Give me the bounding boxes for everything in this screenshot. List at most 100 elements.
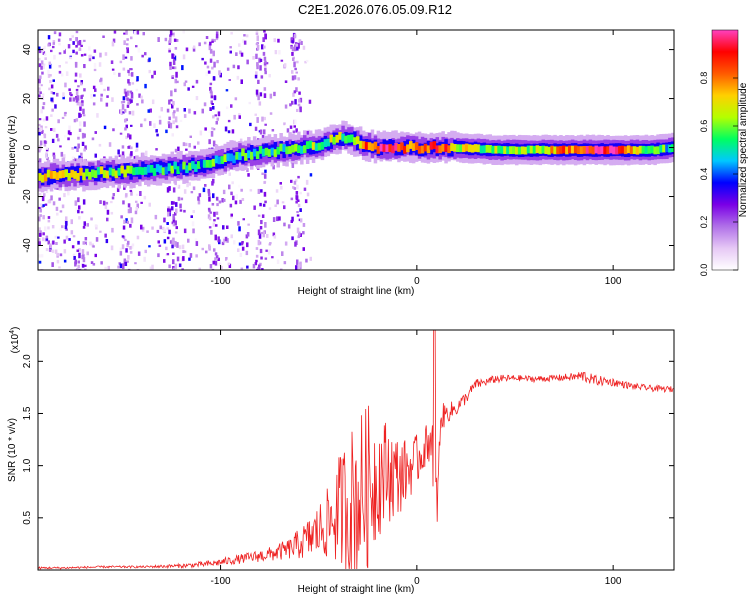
spectrogram-cell: [665, 144, 669, 152]
spectrogram-cell: [201, 57, 204, 61]
spectrogram-cell: [615, 146, 619, 155]
spectrogram-cell: [58, 170, 63, 179]
spectrogram-cell: [212, 260, 215, 265]
spectrogram-cell: [367, 142, 372, 150]
spectrogram-cell: [305, 141, 310, 149]
spectrogram-cell: [259, 65, 262, 71]
spectrogram-cell: [126, 220, 129, 224]
spectrogram-cell: [192, 186, 196, 191]
spectrogram-cell: [51, 249, 55, 253]
spectrogram-cell: [84, 237, 88, 241]
spectrogram-cell: [230, 213, 233, 217]
spectrogram-cell: [154, 214, 158, 220]
spectrogram-cell: [53, 31, 57, 35]
spectrogram-cell: [182, 142, 186, 147]
colorbar-label: Normalized spectral amplitude: [738, 82, 749, 217]
spectrogram-cell: [296, 184, 299, 190]
spectrogram-cell: [211, 40, 214, 43]
spectrogram-cell: [116, 187, 120, 192]
spectrogram-cell: [168, 116, 171, 121]
spectrogram-cell: [299, 218, 303, 223]
spectrogram-cell: [130, 72, 134, 77]
spectrogram-cell: [155, 129, 158, 133]
spectrogram-cell: [535, 145, 540, 154]
spectrogram-cell: [38, 206, 41, 209]
spectrogram-cell: [335, 134, 339, 143]
spectrogram-ticks: -100 0 100 -40 -20 0 20 40: [22, 30, 674, 287]
spectrogram-cell: [90, 217, 93, 221]
spectrogram-cell: [626, 145, 631, 154]
spectrogram-cell: [296, 227, 300, 234]
spectrogram-cell: [172, 187, 176, 193]
spectrogram-cell: [119, 263, 123, 269]
spectrogram-cell: [289, 125, 293, 129]
spectrogram-cell: [79, 73, 82, 78]
spectrogram-cell: [80, 54, 84, 57]
spectrogram-cell: [218, 262, 222, 267]
spectrogram-cell: [297, 235, 300, 239]
spectrogram-cell: [209, 264, 213, 269]
spectrogram-ytick-label: -40: [22, 238, 33, 253]
spectrogram-cell: [172, 214, 175, 220]
spectrogram-cell: [212, 50, 215, 57]
spectrogram-cell: [126, 97, 129, 101]
spectrogram-cell: [76, 102, 80, 106]
spectrogram-cell: [95, 237, 99, 242]
spectrogram-cell: [594, 145, 598, 154]
spectrogram-cell: [65, 228, 68, 231]
spectrogram-cell: [43, 45, 46, 50]
spectrogram-cell: [169, 61, 172, 67]
spectrogram-cell: [106, 209, 110, 215]
spectrogram-cell: [174, 78, 177, 84]
spectrogram-cell: [46, 172, 51, 186]
spectrogram-cell: [295, 179, 298, 182]
spectrogram-cell: [276, 146, 280, 155]
spectrogram-cell: [238, 226, 241, 232]
spectrogram-cell: [137, 48, 141, 53]
spectrogram-cell: [80, 82, 83, 86]
spectrogram-cell: [647, 145, 651, 154]
spectrogram-cell: [134, 210, 138, 215]
spectrogram-cell: [126, 243, 129, 248]
spectrogram-cell: [170, 90, 173, 97]
colorbar-tick-label: 0.4: [699, 168, 709, 181]
spectrogram-cell: [288, 146, 292, 154]
spectrogram-cell: [151, 74, 154, 79]
spectrogram-cell: [117, 265, 120, 269]
spectrogram-cell: [67, 173, 71, 181]
spectrogram-cell: [257, 214, 261, 217]
spectrogram-cell: [152, 168, 157, 176]
spectrogram-cell: [173, 55, 177, 61]
spectrogram-cell: [305, 258, 308, 263]
spectrogram-cell: [126, 47, 129, 50]
spectrogram-cell: [173, 161, 177, 170]
spectrogram-cell: [125, 248, 128, 253]
spectrogram-cell: [82, 226, 86, 229]
spectrogram-cell: [291, 216, 294, 222]
spectrogram-cell: [38, 123, 41, 127]
spectrogram-cell: [297, 263, 301, 270]
spectrogram-cell: [227, 130, 231, 134]
spectrogram-cell: [311, 142, 316, 150]
spectrogram-cell: [54, 187, 57, 190]
spectrogram-cell: [213, 248, 216, 252]
spectrogram-cell: [242, 39, 245, 43]
spectrogram-cell: [268, 74, 271, 78]
spectrogram-cell: [105, 102, 109, 107]
spectrogram-panel: -100 0 100 -40 -20 0 20 40 Height of straight l…: [7, 29, 675, 297]
spectrogram-cell: [341, 133, 345, 142]
spectrogram-cell: [83, 221, 86, 226]
spectrogram-cell: [120, 101, 124, 104]
spectrogram-cell: [229, 50, 232, 54]
spectrogram-cell: [302, 45, 306, 50]
spectrogram-cell: [92, 56, 95, 60]
spectrogram-cell: [48, 61, 51, 65]
spectrogram-cell: [272, 217, 276, 222]
spectrogram-cell: [76, 148, 79, 152]
spectrogram-cell: [81, 263, 85, 268]
spectrogram-cell: [188, 162, 192, 171]
spectrogram-cell: [146, 165, 151, 173]
spectrogram-cell: [38, 50, 42, 54]
spectrogram-cell: [67, 130, 71, 135]
